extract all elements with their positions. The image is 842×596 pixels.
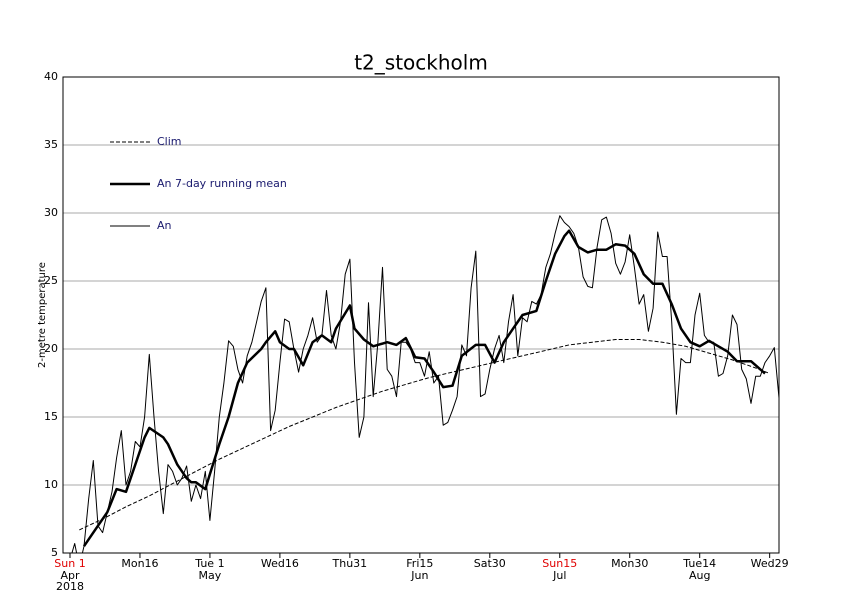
x-tick-label: Wed29: [751, 557, 789, 570]
y-axis-label: 2-metre temperature: [37, 262, 48, 368]
month-label: Jun: [410, 569, 428, 582]
month-label: May: [199, 569, 222, 582]
month-label: Apr: [60, 569, 80, 582]
series-line: [79, 339, 770, 531]
x-tick-label: Tue 1: [194, 557, 224, 570]
x-tick-label: Mon30: [611, 557, 648, 570]
x-tick-label: Mon16: [121, 557, 158, 570]
y-tick-label: 40: [44, 70, 58, 83]
legend-label: An: [157, 219, 172, 232]
y-tick-label: 30: [44, 206, 58, 219]
y-tick-label: 25: [44, 274, 58, 287]
legend-label: Clim: [157, 135, 182, 148]
plot-area: [71, 215, 779, 553]
month-label: Aug: [689, 569, 710, 582]
x-tick-label: Sun15: [542, 557, 577, 570]
year-label: 2018: [56, 580, 84, 593]
x-tick-label: Tue14: [682, 557, 716, 570]
x-tick-label: Sun 1: [54, 557, 85, 570]
plot-frame: [62, 76, 780, 554]
x-tick-label: Sat30: [474, 557, 506, 570]
y-tick-label: 20: [44, 342, 58, 355]
legend-label: An 7-day running mean: [157, 177, 287, 190]
y-tick-label: 5: [51, 546, 58, 559]
series-line: [82, 229, 766, 547]
chart-title: t2_stockholm: [354, 51, 488, 75]
y-tick-label: 35: [44, 138, 58, 151]
x-tick-label: Thu31: [332, 557, 368, 570]
y-tick-label: 10: [44, 478, 58, 491]
x-tick-label: Fri15: [406, 557, 433, 570]
x-tick-label: Wed16: [261, 557, 299, 570]
month-label: Jul: [552, 569, 566, 582]
y-tick-label: 15: [44, 410, 58, 423]
series-line: [71, 215, 779, 553]
